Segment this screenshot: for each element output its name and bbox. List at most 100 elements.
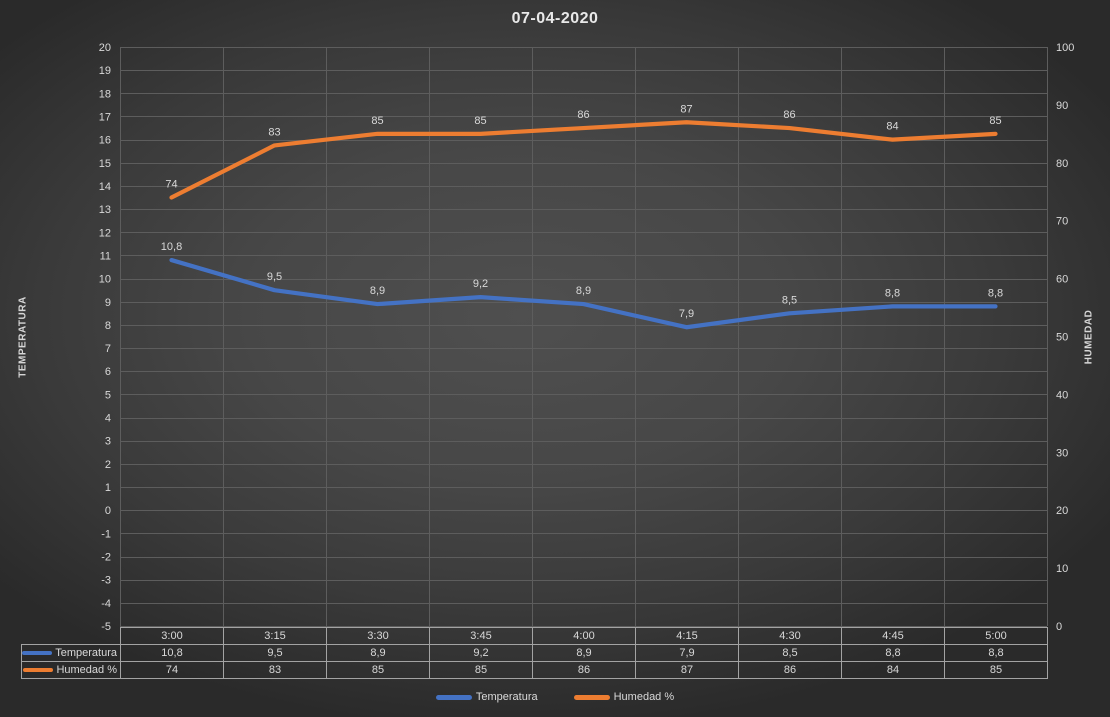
table-value-cell: 9,2 xyxy=(429,644,533,662)
svg-text:50: 50 xyxy=(1056,332,1068,344)
data-label: 8,8 xyxy=(885,287,900,299)
data-label: 86 xyxy=(783,109,795,121)
data-label: 74 xyxy=(165,179,177,191)
table-value-cell: 8,8 xyxy=(944,644,1048,662)
svg-text:7: 7 xyxy=(105,343,111,355)
chart-legend: Temperatura Humedad % xyxy=(0,691,1110,703)
series-key-line-icon xyxy=(23,668,54,672)
svg-text:100: 100 xyxy=(1056,42,1074,54)
svg-text:15: 15 xyxy=(99,158,111,170)
table-value-cell: 9,5 xyxy=(223,644,327,662)
vertical-gridlines xyxy=(120,47,1048,626)
data-label: 8,8 xyxy=(988,287,1003,299)
svg-text:13: 13 xyxy=(99,204,111,216)
table-value-cell: 8,9 xyxy=(326,644,430,662)
table-time-header: 5:00 xyxy=(944,627,1048,645)
svg-text:16: 16 xyxy=(99,135,111,147)
table-value-cell: 85 xyxy=(326,661,430,679)
table-series-key: Humedad % xyxy=(21,661,121,679)
data-label: 10,8 xyxy=(161,241,182,253)
svg-text:4: 4 xyxy=(105,413,111,425)
svg-text:90: 90 xyxy=(1056,100,1068,112)
svg-text:1: 1 xyxy=(105,482,111,494)
table-value-cell: 86 xyxy=(738,661,842,679)
table-value-cell: 85 xyxy=(944,661,1048,679)
table-value-cell: 8,9 xyxy=(532,644,636,662)
table-time-header: 3:30 xyxy=(326,627,430,645)
svg-text:11: 11 xyxy=(100,250,111,262)
data-label: 9,5 xyxy=(267,271,282,283)
svg-text:9: 9 xyxy=(105,297,111,309)
left-axis-tick-labels: 20191817161514131211109876543210-1-2-3-4… xyxy=(99,42,111,633)
svg-text:-2: -2 xyxy=(101,552,111,564)
svg-text:8: 8 xyxy=(105,320,111,332)
svg-text:40: 40 xyxy=(1056,389,1068,401)
svg-text:-4: -4 xyxy=(101,598,111,610)
humedad-line xyxy=(169,120,998,200)
svg-text:70: 70 xyxy=(1056,216,1068,228)
series-key-line-icon xyxy=(22,651,53,655)
svg-text:30: 30 xyxy=(1056,447,1068,459)
data-label: 85 xyxy=(989,115,1001,127)
svg-text:60: 60 xyxy=(1056,274,1068,286)
temperatura-line xyxy=(169,257,998,330)
table-time-header: 4:00 xyxy=(532,627,636,645)
series-key-label: Temperatura xyxy=(55,646,117,659)
svg-text:80: 80 xyxy=(1056,158,1068,170)
table-time-header: 4:30 xyxy=(738,627,842,645)
svg-text:14: 14 xyxy=(99,181,111,193)
table-value-cell: 10,8 xyxy=(120,644,224,662)
data-label: 8,5 xyxy=(782,294,797,306)
data-label: 85 xyxy=(371,115,383,127)
svg-text:20: 20 xyxy=(99,42,111,54)
data-label: 8,9 xyxy=(370,285,385,297)
data-label: 9,2 xyxy=(473,278,488,290)
legend-label: Temperatura xyxy=(475,691,538,703)
legend-label: Humedad % xyxy=(613,691,675,703)
table-series-key: Temperatura xyxy=(21,644,121,662)
table-value-cell: 8,5 xyxy=(738,644,842,662)
table-value-cell: 74 xyxy=(120,661,224,679)
svg-text:18: 18 xyxy=(99,88,111,100)
table-value-cell: 84 xyxy=(841,661,945,679)
svg-text:19: 19 xyxy=(99,65,111,77)
svg-text:10: 10 xyxy=(99,274,111,286)
svg-text:20: 20 xyxy=(1056,505,1068,517)
series-humedad: 74 83 85 85 86 87 86 84 85 xyxy=(165,103,1002,200)
legend-key-line-icon xyxy=(573,694,610,700)
table-value-cell: 87 xyxy=(635,661,739,679)
data-label: 7,9 xyxy=(679,308,694,320)
horizontal-gridlines xyxy=(120,47,1047,627)
data-label: 86 xyxy=(577,109,589,121)
table-time-header: 4:15 xyxy=(635,627,739,645)
legend-item: Humedad % xyxy=(573,691,675,703)
table-value-cell: 85 xyxy=(429,661,533,679)
svg-text:0: 0 xyxy=(105,505,111,517)
table-time-header: 3:45 xyxy=(429,627,533,645)
legend-item: Temperatura xyxy=(435,691,538,703)
svg-text:2: 2 xyxy=(105,459,111,471)
chart-data-table: 3:00 3:15 3:30 3:45 4:00 4:15 4:30 4:45 5:00 Temp… xyxy=(21,627,1048,679)
data-label: 84 xyxy=(886,121,898,133)
svg-text:12: 12 xyxy=(99,227,111,239)
svg-text:10: 10 xyxy=(1056,563,1068,575)
table-value-cell: 83 xyxy=(223,661,327,679)
table-time-header: 3:15 xyxy=(223,627,327,645)
table-value-cell: 86 xyxy=(532,661,636,679)
series-temperatura: 10,8 9,5 8,9 9,2 8,9 7,9 8,5 8,8 8,8 xyxy=(161,241,1003,330)
svg-text:17: 17 xyxy=(99,111,111,123)
table-corner-blank xyxy=(22,628,121,645)
table-value-cell: 8,8 xyxy=(841,644,945,662)
legend-key-line-icon xyxy=(435,694,472,700)
svg-text:6: 6 xyxy=(105,366,111,378)
table-value-cell: 7,9 xyxy=(635,644,739,662)
chart-title: 07-04-2020 xyxy=(511,10,599,27)
svg-text:3: 3 xyxy=(105,436,111,448)
svg-text:5: 5 xyxy=(105,389,111,401)
data-label: 8,9 xyxy=(576,285,591,297)
table-time-header: 3:00 xyxy=(120,627,224,645)
table-time-header: 4:45 xyxy=(841,627,945,645)
